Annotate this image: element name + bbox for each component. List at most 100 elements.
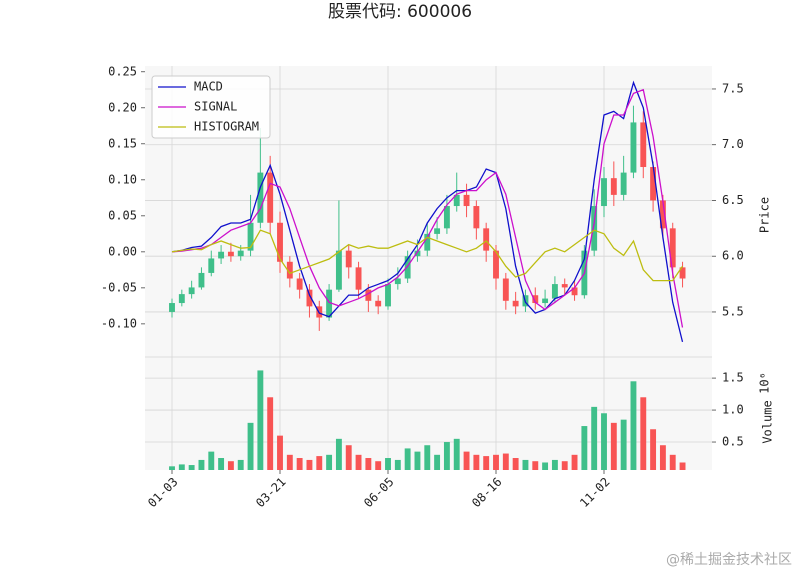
legend-label: MACD <box>194 80 223 94</box>
candle-body <box>630 122 637 173</box>
candle-body <box>443 206 450 229</box>
volume-bar <box>679 462 686 470</box>
volume-bar <box>414 451 421 470</box>
candle-body <box>601 178 607 207</box>
y-tick-label: -0.10 <box>101 316 137 330</box>
volume-bar <box>434 454 441 470</box>
volume-bar <box>267 397 274 470</box>
indicator-line <box>171 80 684 343</box>
x-tick-label: 01-03 <box>145 475 180 510</box>
volume-bar <box>443 442 450 470</box>
candle-body <box>306 289 313 307</box>
candle-body <box>257 172 264 223</box>
volume-bar <box>335 438 342 470</box>
volume-bar <box>237 459 244 470</box>
candle-body <box>483 228 490 251</box>
candle-body <box>453 194 460 207</box>
volume-bar <box>453 438 460 470</box>
volume-bar <box>424 445 431 470</box>
volume-bar <box>257 370 264 470</box>
candle-body <box>542 298 549 304</box>
candle-body <box>277 222 283 262</box>
candle-body <box>247 222 254 251</box>
volume-bar <box>394 459 401 470</box>
legend: MACD SIGNAL HISTOGRAM <box>151 75 271 139</box>
chart-title: 股票代码: 600006 <box>328 2 472 22</box>
watermark: @稀土掘金技术社区 <box>666 552 792 568</box>
volume-bar <box>610 422 617 470</box>
candle-body <box>591 206 598 251</box>
y2-tick-label: 6.0 <box>722 249 744 263</box>
volume-bar <box>561 461 568 470</box>
volume-bar <box>591 406 598 470</box>
candle-body <box>620 172 627 195</box>
volume-tick-label: 0.5 <box>722 435 744 449</box>
volume-bar <box>669 454 676 470</box>
candle-body <box>198 272 205 288</box>
y2-tick-label: 7.0 <box>722 137 744 151</box>
candle-body <box>473 206 480 229</box>
volume-axis-label: Volume <box>761 400 775 443</box>
y-tick-label: 0.25 <box>108 64 137 78</box>
y-tick-label: 0.20 <box>108 100 137 114</box>
candle-body <box>610 178 617 195</box>
y2-tick-label: 7.5 <box>722 81 744 95</box>
volume-bar <box>502 453 509 470</box>
volume-tick-label: 1.5 <box>722 371 744 385</box>
y-tick-label: 0.05 <box>108 208 137 222</box>
candle-body <box>365 289 372 301</box>
volume-bar <box>522 459 529 470</box>
y-tick-label: -0.05 <box>101 280 137 294</box>
candle-body <box>463 194 470 207</box>
volume-bar <box>169 466 175 470</box>
candle-body <box>237 250 244 257</box>
candle-body <box>218 251 225 259</box>
y-tick-label: 0.15 <box>108 136 137 150</box>
candle-body <box>375 300 382 307</box>
volume-bar <box>404 448 411 470</box>
volume-bar <box>296 458 303 470</box>
volume-bar <box>385 458 391 470</box>
volume-bar <box>277 435 283 470</box>
candle-body <box>571 287 578 296</box>
candle-body <box>385 284 391 307</box>
candle-body <box>296 278 303 290</box>
candle-body <box>404 256 411 279</box>
candle-body <box>267 172 274 223</box>
candle-body <box>326 289 333 318</box>
candle-body <box>345 250 352 268</box>
volume-bar <box>512 458 519 470</box>
candle-body <box>679 267 686 279</box>
volume-bar <box>286 454 293 470</box>
volume-bar <box>581 426 588 470</box>
volume-tick-label: 1.0 <box>722 403 744 417</box>
y-tick-label: 0.00 <box>108 244 137 258</box>
candle-body <box>512 300 519 307</box>
volume-bar <box>493 454 499 470</box>
candle-body <box>493 250 499 279</box>
volume-bar <box>345 445 352 470</box>
candle-body <box>659 200 666 229</box>
volume-bar <box>198 459 205 470</box>
volume-bar <box>365 458 372 470</box>
volume-bar <box>601 413 607 470</box>
volume-offset-label: 10⁶ <box>758 372 772 394</box>
volume-bar <box>630 381 637 470</box>
y2-tick-label: 6.5 <box>722 193 744 207</box>
candle-body <box>650 167 657 201</box>
candle-body <box>669 228 676 268</box>
volume-bar <box>640 397 647 470</box>
candle-body <box>502 278 509 301</box>
volume-bar <box>542 462 549 470</box>
x-tick-label: 11-02 <box>577 475 612 510</box>
y-tick-label: 0.10 <box>108 172 137 186</box>
volume-bar <box>463 451 470 470</box>
candle-body <box>169 303 175 312</box>
volume-bar <box>316 456 323 470</box>
candle-body <box>286 261 293 279</box>
candle-body <box>355 267 362 290</box>
candle-body <box>532 295 539 304</box>
y2-tick-label: 5.5 <box>722 304 744 318</box>
volume-bar <box>306 459 313 470</box>
